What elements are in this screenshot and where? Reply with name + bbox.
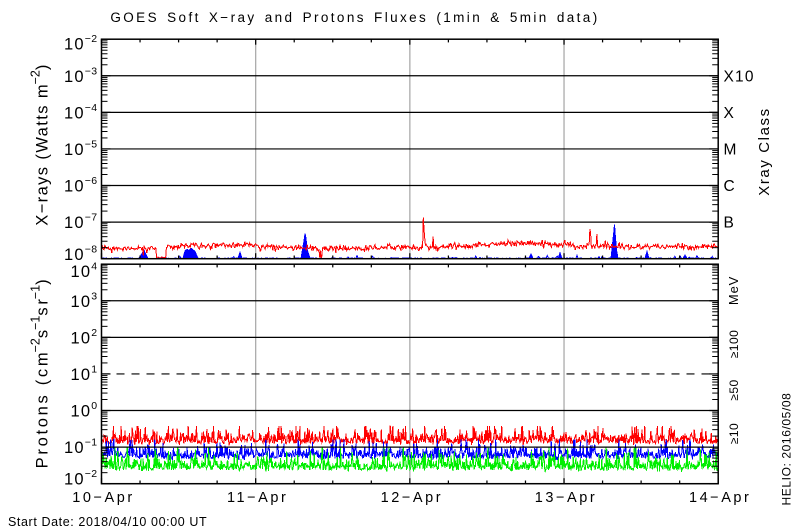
svg-text:13−Apr: 13−Apr (535, 490, 597, 506)
svg-text:102: 102 (70, 327, 97, 348)
svg-text:X: X (724, 105, 736, 122)
svg-text:101: 101 (70, 364, 97, 385)
svg-text:100: 100 (70, 400, 97, 421)
svg-text:B: B (724, 215, 736, 232)
svg-text:GOES Soft X−ray and Protons Fl: GOES Soft X−ray and Protons Fluxes (1min… (110, 10, 599, 25)
svg-text:HELIO: 2016/05/08: HELIO: 2016/05/08 (780, 393, 794, 506)
svg-text:X10: X10 (724, 68, 755, 85)
svg-text:≥10: ≥10 (727, 423, 741, 444)
svg-text:M: M (724, 142, 738, 159)
svg-text:12−Apr: 12−Apr (381, 490, 443, 506)
svg-text:10−Apr: 10−Apr (72, 490, 134, 506)
svg-text:MeV: MeV (726, 276, 741, 305)
svg-text:103: 103 (70, 290, 97, 311)
svg-text:104: 104 (70, 260, 97, 281)
svg-text:14−Apr: 14−Apr (689, 490, 751, 506)
svg-text:11−Apr: 11−Apr (227, 490, 288, 506)
svg-text:≥50: ≥50 (727, 379, 741, 400)
svg-text:Xray Class: Xray Class (756, 107, 773, 196)
svg-text:≥100: ≥100 (727, 330, 741, 359)
svg-text:Start Date: 2018/04/10 00:00 U: Start Date: 2018/04/10 00:00 UT (8, 515, 207, 529)
svg-text:X−rays (Watts m−2): X−rays (Watts m−2) (29, 63, 52, 226)
svg-text:C: C (724, 178, 736, 195)
